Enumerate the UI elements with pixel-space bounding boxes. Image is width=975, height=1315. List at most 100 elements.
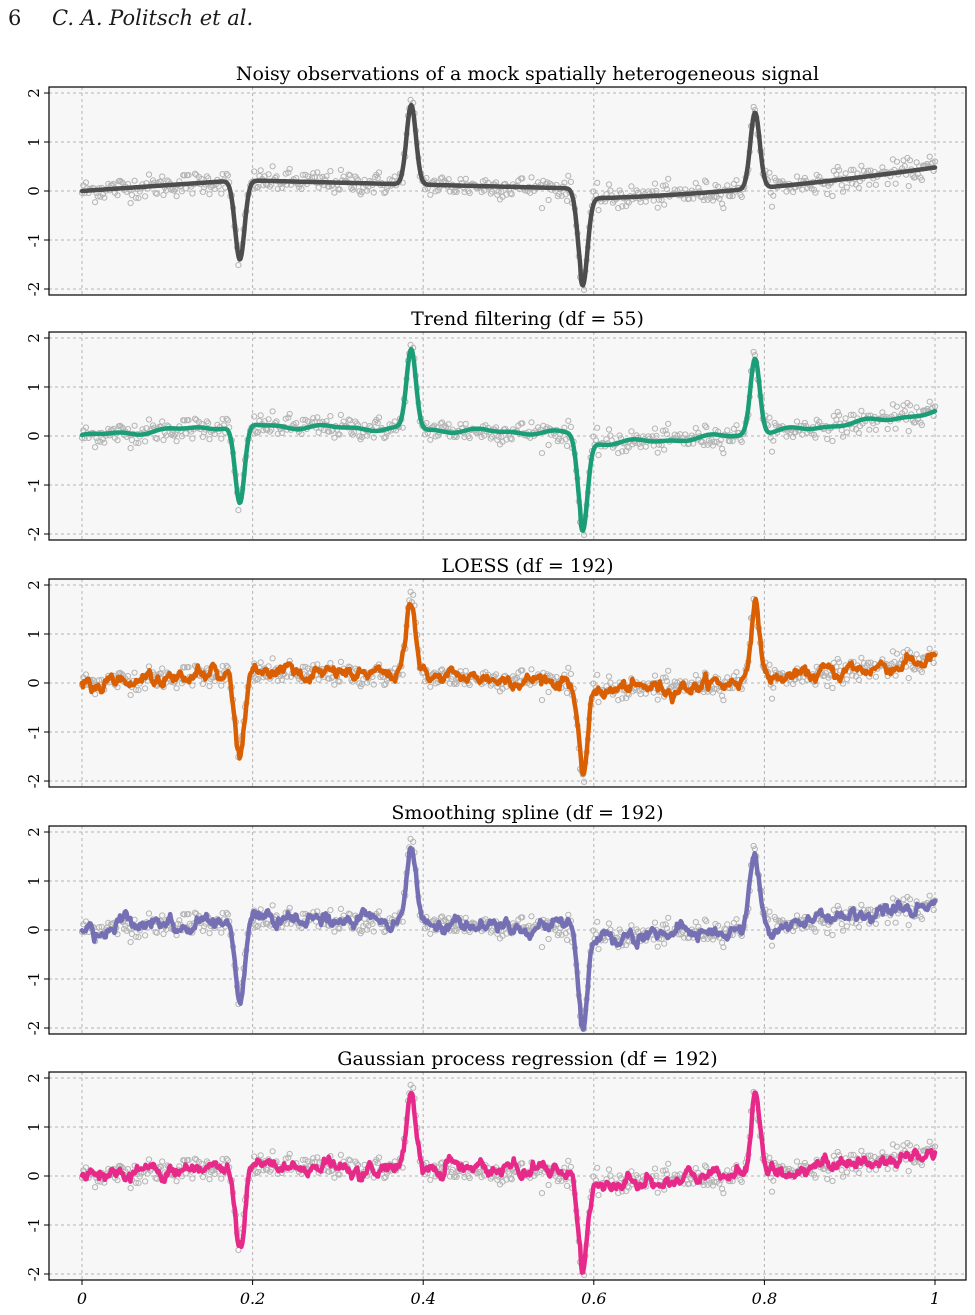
data-point (375, 908, 383, 915)
data-point (410, 838, 417, 845)
data-point (855, 429, 862, 436)
data-point (185, 664, 192, 671)
data-point (812, 434, 819, 441)
data-point (695, 184, 702, 192)
data-point (699, 438, 706, 446)
data-point (709, 197, 717, 204)
data-point (893, 158, 901, 165)
data-point (669, 683, 676, 690)
data-point (801, 174, 809, 182)
data-point (159, 418, 166, 425)
data-point (462, 667, 469, 674)
data-point (381, 681, 388, 689)
data-point (364, 926, 371, 933)
data-point (399, 918, 406, 925)
y-tick-label: 0 (25, 925, 43, 935)
data-point (251, 413, 258, 420)
data-point (858, 407, 865, 414)
data-point (191, 909, 199, 916)
data-point (298, 185, 305, 193)
data-point (563, 689, 571, 697)
data-point (716, 440, 723, 447)
data-point (331, 434, 338, 441)
y-tick-label: -2 (25, 527, 43, 542)
data-point (160, 436, 167, 444)
data-point (625, 444, 632, 451)
data-point (370, 189, 377, 196)
data-point (336, 925, 343, 932)
data-point (132, 933, 139, 940)
data-point (331, 928, 338, 935)
data-point (700, 688, 707, 696)
data-point (224, 172, 231, 179)
data-point (160, 191, 167, 199)
data-point (185, 911, 192, 918)
data-point (159, 173, 166, 180)
data-point (619, 448, 626, 455)
y-tick-label: 2 (25, 827, 43, 837)
data-point (135, 195, 142, 202)
data-point (128, 436, 135, 444)
data-point (168, 431, 175, 438)
data-point (94, 438, 101, 445)
data-point (847, 411, 855, 418)
data-point (298, 430, 305, 438)
data-point (663, 431, 671, 438)
data-point (286, 410, 293, 418)
data-point (265, 171, 272, 178)
data-point (595, 452, 602, 459)
data-point (700, 196, 707, 204)
data-point (462, 420, 469, 427)
data-point (314, 414, 321, 421)
data-point (252, 428, 259, 435)
data-point (269, 408, 276, 415)
data-point (370, 434, 377, 441)
data-point (189, 190, 196, 197)
data-point (833, 416, 840, 423)
data-point (654, 204, 661, 211)
data-point (651, 425, 659, 432)
data-point (127, 445, 134, 452)
data-point (427, 436, 434, 443)
data-point (364, 187, 371, 194)
data-point (206, 191, 213, 198)
data-point (824, 435, 831, 443)
data-point (101, 439, 108, 446)
data-point (283, 920, 291, 927)
data-point (348, 184, 355, 192)
data-point (605, 426, 613, 433)
chart-title: Smoothing spline (df = 192) (391, 802, 663, 824)
data-point (682, 431, 689, 438)
data-point (127, 692, 134, 699)
data-point (251, 168, 258, 175)
data-point (257, 906, 264, 913)
data-point (381, 434, 388, 442)
data-point (662, 427, 669, 434)
data-point (872, 673, 880, 680)
chart-panel-4: 2 1 0 -1 -2 Smoothing spline (df = 192) (25, 802, 967, 1035)
data-point (114, 437, 121, 444)
chart-panel-5: 2 1 0 -1 -2 0 0.2 0.4 0.6 0.8 1 Gaussian process re… (25, 1048, 967, 1308)
data-point (331, 681, 338, 688)
data-point (715, 183, 722, 190)
data-point (331, 189, 338, 196)
data-point (905, 183, 912, 190)
data-point (382, 433, 389, 441)
data-point (842, 415, 849, 422)
data-point (565, 664, 572, 671)
data-point (700, 441, 707, 449)
data-point (545, 441, 552, 449)
data-point (374, 174, 381, 182)
data-point (829, 684, 836, 692)
data-point (181, 664, 188, 671)
data-point (619, 695, 626, 702)
data-point (253, 923, 260, 931)
y-tick-label: 1 (25, 137, 43, 147)
data-point (495, 188, 502, 195)
data-point (508, 191, 515, 198)
data-point (178, 433, 185, 440)
y-tick-label: 1 (25, 382, 43, 392)
data-point (252, 922, 259, 929)
data-point (453, 188, 460, 195)
data-point (829, 437, 836, 445)
